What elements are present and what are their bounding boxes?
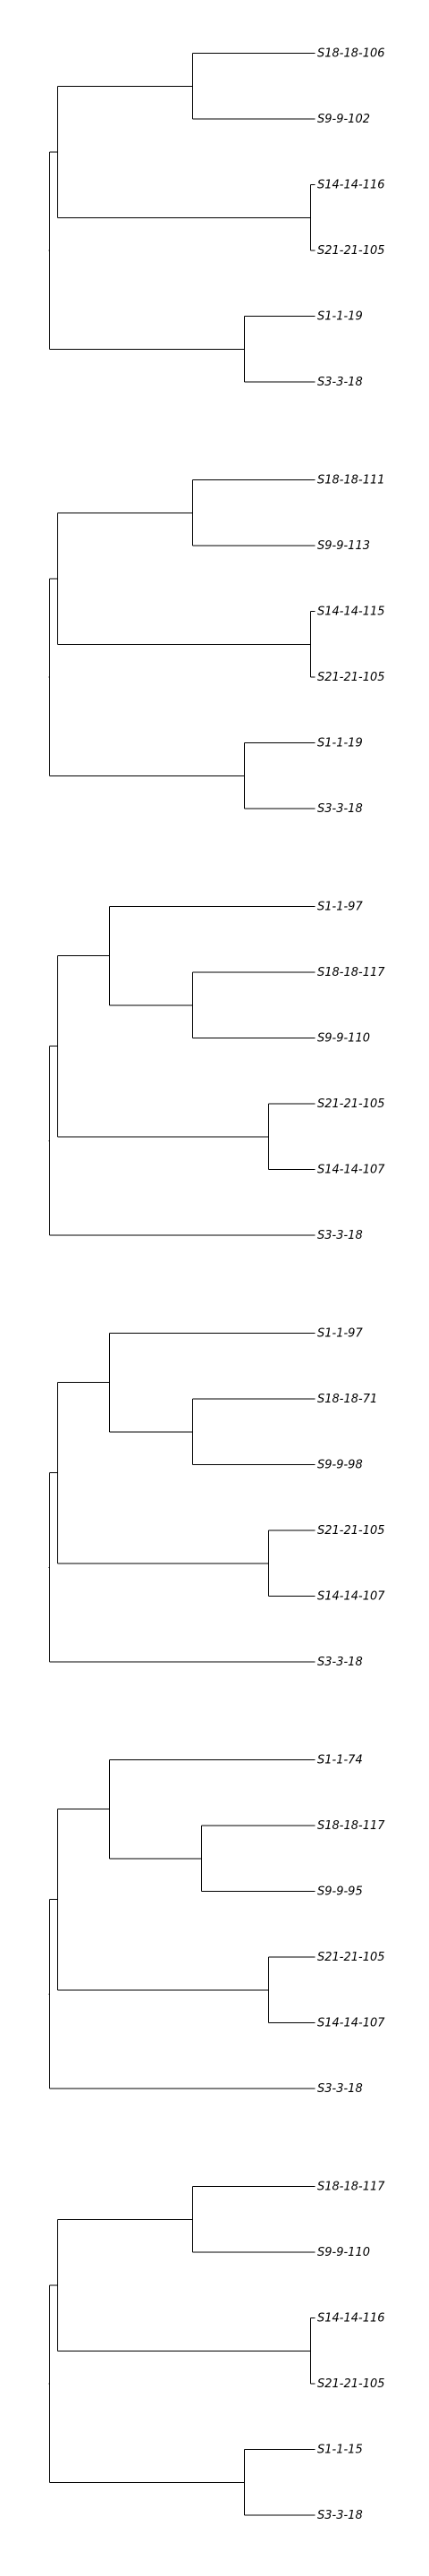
leaf-label: S9-9-110: [317, 1032, 370, 1046]
leaf-label: S14-14-116: [317, 179, 385, 192]
leaf-label: S1-1-19: [317, 737, 363, 750]
leaf-label: S14-14-107: [317, 1164, 385, 1177]
leaf-label: S18-18-117: [317, 966, 385, 979]
leaf-label: S14-14-107: [317, 1590, 385, 1604]
leaf-label: S18-18-106: [317, 47, 385, 61]
leaf-label: S18-18-117: [317, 1819, 385, 1833]
leaf-label: S18-18-117: [317, 2181, 385, 2194]
leaf-label: S1-1-19: [317, 310, 363, 324]
leaf-label: S3-3-18: [317, 2082, 363, 2096]
leaf-label: S9-9-110: [317, 2246, 370, 2259]
leaf-label: S3-3-18: [317, 1229, 363, 1242]
dendrogram-5: S1-1-74 S18-18-117 S9-9-95 S21-21-105 S14-14…: [48, 1754, 385, 2096]
dendrogram-4: S1-1-97 S18-18-71 S9-9-98 S21-21-105 S14-14-…: [48, 1327, 385, 1669]
leaf-label: S3-3-18: [317, 1656, 363, 1669]
leaf-label: S14-14-107: [317, 2017, 385, 2030]
leaf-label: S21-21-105: [317, 244, 385, 258]
dendrogram-3: S1-1-97 S18-18-117 S9-9-110 S21-21-105 S14-1…: [48, 901, 385, 1242]
leaf-label: S3-3-18: [317, 376, 363, 389]
leaf-label: S18-18-111: [317, 474, 385, 487]
leaf-label: S14-14-116: [317, 2312, 385, 2326]
leaf-label: S3-3-18: [317, 802, 363, 816]
leaf-label: S9-9-95: [317, 1885, 363, 1899]
leaf-label: S9-9-102: [317, 113, 370, 126]
leaf-label: S14-14-115: [317, 606, 385, 619]
leaf-label: S1-1-15: [317, 2444, 363, 2457]
leaf-label: S9-9-98: [317, 1459, 363, 1472]
leaf-label: S1-1-97: [317, 901, 363, 914]
leaf-label: S21-21-105: [317, 2377, 385, 2391]
leaf-label: S21-21-105: [317, 1524, 385, 1538]
leaf-label: S21-21-105: [317, 1097, 385, 1111]
leaf-label: S1-1-74: [317, 1754, 363, 1767]
leaf-label: S3-3-18: [317, 2509, 363, 2522]
leaf-label: S18-18-71: [317, 1393, 377, 1406]
leaf-label: S9-9-113: [317, 539, 370, 553]
dendrogram-2: S18-18-111 S9-9-113 S14-14-115 S21-21-105 S1…: [48, 474, 385, 816]
leaf-label: S1-1-97: [317, 1327, 363, 1341]
leaf-label: S21-21-105: [317, 1951, 385, 1964]
dendrogram-6: S18-18-117 S9-9-110 S14-14-116 S21-21-105 S1…: [48, 2181, 385, 2522]
dendrogram-1: S18-18-106 S9-9-102 S14-14-116 S21-21-105 S1…: [48, 47, 385, 389]
leaf-label: S21-21-105: [317, 671, 385, 684]
